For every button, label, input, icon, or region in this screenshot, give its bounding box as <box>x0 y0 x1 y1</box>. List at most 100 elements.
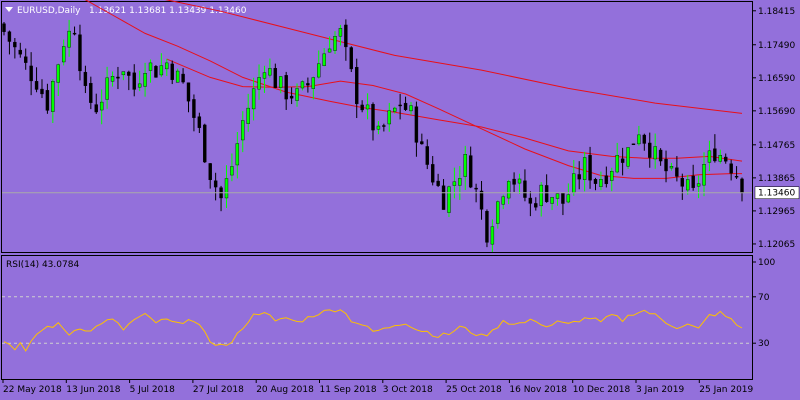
candle-body <box>105 77 109 100</box>
symbol-menu[interactable]: EURUSD,Daily <box>5 6 81 16</box>
candle-body <box>528 197 533 204</box>
candle-body <box>279 76 283 88</box>
candle-body <box>99 101 104 111</box>
candle-body <box>45 90 50 111</box>
candle-body <box>241 120 245 141</box>
candle-body <box>51 81 55 112</box>
candle-body <box>648 142 652 158</box>
candle-body <box>566 194 571 203</box>
candle-body <box>675 167 679 177</box>
candle-body <box>203 124 207 163</box>
price-pane[interactable] <box>1 1 753 253</box>
candle-body <box>718 155 722 162</box>
candle-body <box>534 203 538 208</box>
candle-body <box>116 76 120 79</box>
candle-body <box>409 105 413 112</box>
candle-body <box>137 83 142 88</box>
date-tick-label: 25 Jan 2019 <box>699 385 753 395</box>
candle-body <box>447 186 451 213</box>
candle-body <box>387 110 391 125</box>
rsi-line <box>3 309 743 352</box>
price-axis: 1.18415 1.17490 1.16590 1.15690 1.14765 1.138… <box>752 7 795 250</box>
candle-body <box>175 70 180 83</box>
candle-body <box>197 116 202 128</box>
candle-body <box>170 63 174 80</box>
candle-body <box>740 178 744 193</box>
candle-body <box>572 173 576 193</box>
rsi-level-lines <box>2 296 752 344</box>
candle-body <box>403 102 408 110</box>
candle-body <box>289 95 294 99</box>
date-tick-label: 22 May 2018 <box>3 385 62 395</box>
candle-body <box>555 193 560 199</box>
candle-body <box>420 141 424 145</box>
price-tick-label: 1.17490 <box>758 41 795 51</box>
ohlc-values: 1.13621 1.13681 1.13439 1.13460 <box>89 6 247 16</box>
symbol-label: EURUSD,Daily <box>17 6 81 16</box>
candle-body <box>393 107 397 112</box>
moving-average-line <box>165 0 743 114</box>
candle-body <box>637 134 641 145</box>
date-tick-label: 27 Jul 2018 <box>193 385 244 395</box>
candle-body <box>89 83 93 103</box>
current-price-box <box>754 186 800 199</box>
candle-body <box>512 178 516 185</box>
rsi-tick-label: 100 <box>758 258 775 268</box>
candle-body <box>213 180 218 188</box>
candle-body <box>29 65 33 82</box>
date-tick-label: 13 Jun 2018 <box>66 385 120 395</box>
bid-line: 1.13460 <box>2 186 800 199</box>
candle-body <box>496 201 500 224</box>
candle-body <box>479 190 484 210</box>
candle-body <box>620 158 625 163</box>
candle-body <box>517 178 522 184</box>
candle-body <box>713 148 717 162</box>
candle-body <box>284 75 288 100</box>
date-tick-label: 25 Oct 2018 <box>446 385 502 395</box>
candle-body <box>295 88 299 101</box>
candle-body <box>208 163 212 181</box>
candle-body <box>382 125 386 127</box>
candle-body <box>148 62 153 71</box>
candle-body <box>61 46 66 63</box>
rsi-indicator-label: RSI(14) 43.0784 <box>6 260 79 270</box>
candle-body <box>7 31 12 42</box>
price-tick-label: 1.14765 <box>758 141 795 151</box>
candle-body <box>251 88 256 110</box>
candle-body <box>550 196 554 204</box>
date-tick-label: 5 Jul 2018 <box>130 385 175 395</box>
candle-body <box>604 175 609 185</box>
candle-body <box>593 179 598 184</box>
price-tick-label: 1.12065 <box>758 240 795 250</box>
candle-body <box>83 71 88 86</box>
candle-body <box>653 146 657 160</box>
date-tick-label: 16 Nov 2018 <box>509 385 567 395</box>
price-tick-label: 1.15690 <box>758 107 795 117</box>
dropdown-triangle-icon[interactable] <box>5 7 13 12</box>
candle-body <box>610 171 614 181</box>
date-tick-label: 3 Oct 2018 <box>383 385 433 395</box>
candle-body <box>696 183 701 187</box>
candle-body <box>235 143 240 166</box>
candle-body <box>474 187 478 190</box>
candle-body <box>72 32 77 35</box>
candle-body <box>154 66 158 78</box>
candlestick-series <box>2 19 744 252</box>
candle-body <box>333 36 337 51</box>
candle-body <box>322 53 326 66</box>
candle-body <box>463 154 467 177</box>
candle-body <box>599 179 603 187</box>
candle-body <box>371 104 375 131</box>
candle-body <box>181 73 185 83</box>
candle-body <box>143 73 147 87</box>
candle-body <box>13 41 17 48</box>
candle-body <box>539 184 543 207</box>
candle-body <box>582 157 587 180</box>
candle-body <box>501 196 505 205</box>
candle-body <box>669 166 674 169</box>
candle-body <box>273 68 278 88</box>
date-tick-label: 10 Dec 2018 <box>573 385 631 395</box>
candle-body <box>311 77 316 89</box>
